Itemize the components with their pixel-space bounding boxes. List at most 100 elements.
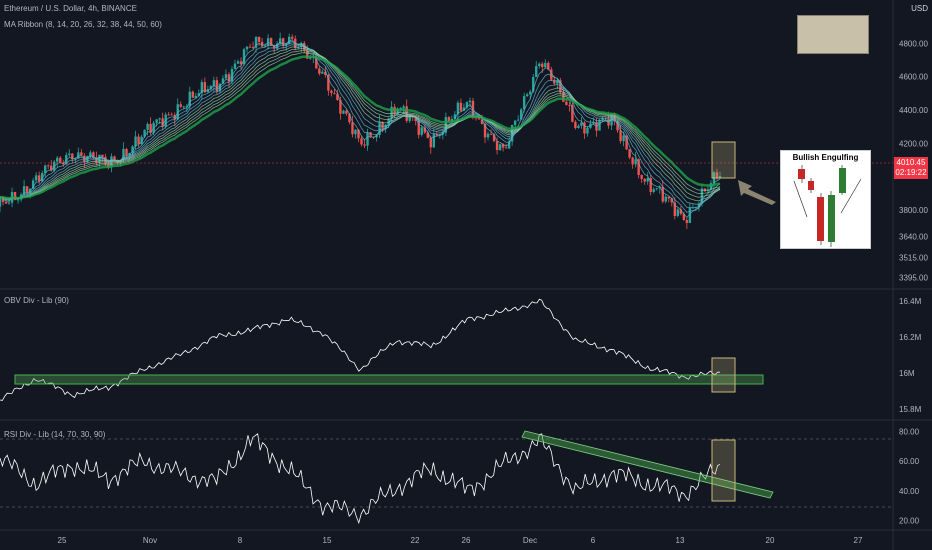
price-candle [501,144,505,148]
price-candle [34,175,38,181]
price-candle [209,86,213,90]
price-candle [200,82,204,94]
obv-ytick: 16.2M [899,333,922,342]
price-candle [167,114,170,116]
price-candle [414,117,417,121]
axes: 4800.00 4600.00 4400.00 4200.00 3800.00 3640.… [58,39,929,545]
price-candle [574,121,577,129]
price-candle [465,102,469,108]
countdown: 02:19:22 [895,168,927,177]
ma-ribbon-label: MA Ribbon (8, 14, 20, 26, 32, 38, 44, 50… [4,20,162,29]
price-candle [47,165,50,167]
price-candle [658,186,661,189]
price-candle [477,118,481,120]
watermark-logo [797,15,869,54]
price-candle [381,122,384,129]
price-candle [98,154,101,163]
price-candle [586,127,589,134]
price-candle [426,132,429,138]
price-candle [22,186,26,195]
price-candle [688,207,692,223]
currency-label: USD [911,4,928,13]
x-tick: 27 [854,536,863,545]
price-candle [233,63,237,70]
price-candle [260,41,264,47]
price-candle [568,104,571,106]
rsi-panel [0,433,721,525]
price-candle [179,104,182,107]
price-candle [580,122,583,126]
price-candle [321,71,324,74]
x-tick: 13 [676,536,685,545]
price-candle [4,201,8,204]
price-candle [146,123,149,130]
price-candle [622,135,625,142]
x-tick: 22 [411,536,420,545]
ma-ribbon-line [0,47,721,200]
price-candle [532,76,535,92]
rsi-ytick: 80.00 [899,427,920,436]
price-ytick: 4600.00 [899,73,928,82]
obv-support-zone [14,374,764,385]
x-tick: 6 [591,536,596,545]
price-candle [718,176,722,179]
price-candle [288,36,291,44]
price-candle [519,109,523,120]
engulfing-candles-icon [793,165,862,247]
price-candle [691,207,695,209]
rsi-ytick: 20.00 [899,517,920,526]
price-candle [221,78,225,84]
price-candle [423,127,426,133]
price-candle [417,120,420,135]
price-candle [306,50,309,59]
obv-line [0,298,720,401]
price-candle [149,123,152,133]
rsi-line [0,433,721,525]
price-ytick: 3395.00 [899,274,928,283]
price-candle [345,110,348,114]
x-tick: Dec [523,536,537,545]
price-candle [529,91,532,95]
price-candle [68,153,71,156]
ma-ribbon-line [0,40,721,213]
price-candle [342,110,345,114]
price-candle [640,174,643,179]
obv-ytick: 16M [899,369,915,378]
price-candle [447,117,451,122]
price-candle [25,186,29,194]
ma-ribbon-line [0,46,721,202]
bullish-engulfing-inset: Bullish Engulfing [780,150,871,249]
x-tick: 25 [58,536,67,545]
price-candle [194,95,198,98]
price-candle [125,148,128,156]
price-candle [667,196,670,199]
price-candle [203,82,207,93]
price-candle [498,144,502,151]
price-candle [327,74,330,91]
price-candle [80,152,83,156]
price-candle [504,147,508,149]
price-candle [547,62,550,70]
price-candle [541,63,544,68]
price-candle [402,106,405,108]
price-candle [330,90,333,94]
rsi-trend-channel [521,430,774,499]
price-candle [363,144,366,146]
price-candle [676,209,680,216]
price-candle [50,165,53,171]
price-candle [13,192,17,200]
price-candle [592,121,595,124]
price-candle [59,157,62,163]
price-candle [281,38,285,46]
price-candle [480,119,484,124]
symbol-title: Ethereum / U.S. Dollar, 4h, BINANCE [4,4,137,13]
price-candle [215,80,219,92]
price-candle [366,132,369,146]
price-candle [272,45,276,49]
price-candle [444,117,448,133]
price-candle [369,132,372,137]
price-candle [284,43,288,46]
price-ytick: 4800.00 [899,39,928,48]
price-candle [31,180,35,189]
price-ytick: 3800.00 [899,206,928,215]
